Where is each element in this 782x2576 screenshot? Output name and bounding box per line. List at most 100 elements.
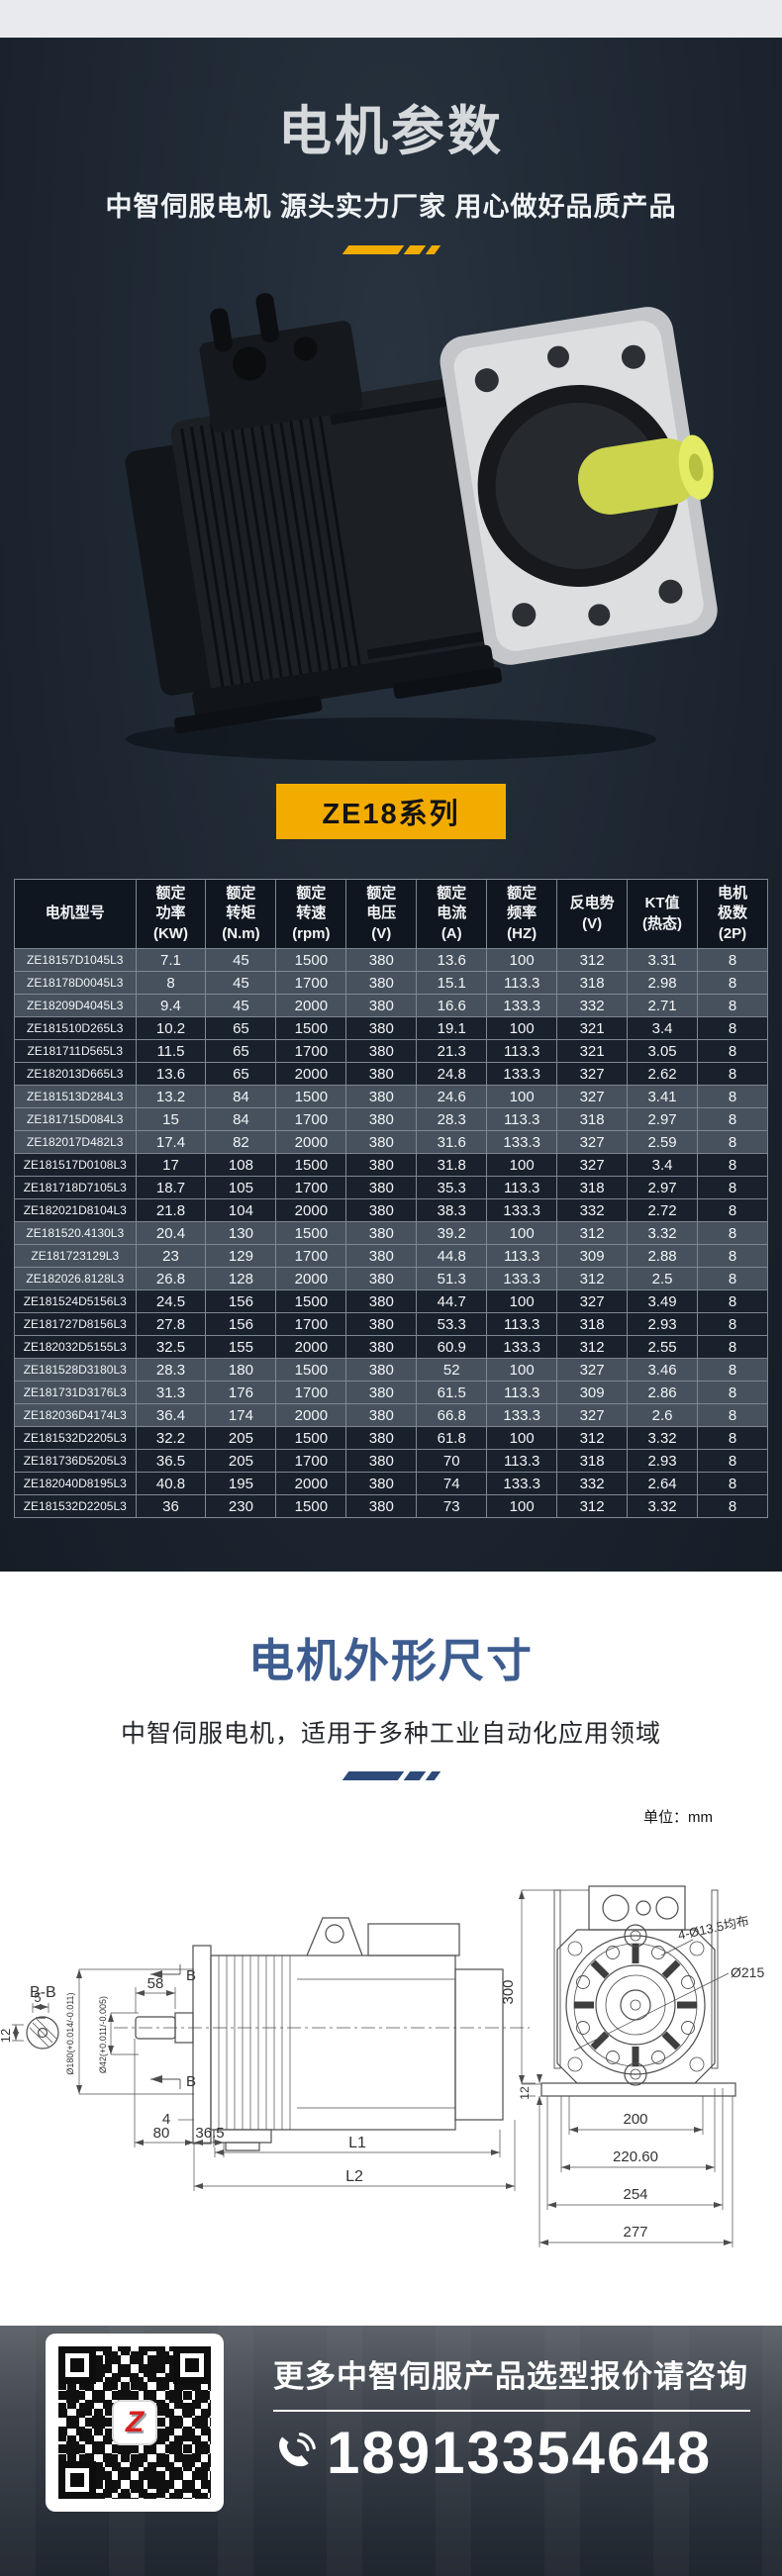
cell-value: 1700 — [275, 1176, 347, 1199]
spec-table: 电机型号 额定 功率 (KW) 额定 转矩 (N.m) 额定 转速 (rpm) … — [14, 879, 768, 1518]
label-dim-220: 220.60 — [613, 2148, 658, 2165]
cell-value: 312 — [556, 1494, 629, 1518]
cell-value: 380 — [345, 1221, 418, 1245]
cell-value: 1500 — [275, 1289, 347, 1313]
cell-value: 327 — [556, 1403, 629, 1427]
footer-divider-line — [273, 2410, 750, 2412]
cell-value: 380 — [345, 1312, 418, 1336]
cell-value: 380 — [345, 1244, 418, 1268]
cell-value: 174 — [205, 1403, 277, 1427]
cell-value: 133.3 — [486, 1062, 558, 1086]
cell-value: 1700 — [275, 1449, 347, 1473]
cell-value: 100 — [486, 1221, 558, 1245]
cell-value: 8 — [697, 948, 768, 972]
cell-value: 2000 — [275, 1267, 347, 1290]
phone-number[interactable]: 18913354648 — [327, 2420, 713, 2486]
cell-value: 380 — [345, 1358, 418, 1382]
cell-value: 2.93 — [627, 1449, 699, 1473]
cell-value: 38.3 — [416, 1198, 488, 1222]
cell-value: 100 — [486, 1494, 558, 1518]
cell-value: 113.3 — [486, 1449, 558, 1473]
cell-value: 24.8 — [416, 1062, 488, 1086]
cell-model: ZE182040D8195L3 — [14, 1472, 137, 1495]
table-row: ZE181528D3180L3 28.3 180 1500 380 52 100 327 3.4… — [14, 1358, 768, 1382]
front-view-drawing — [519, 1885, 736, 2247]
footer-cta-text: 更多中智伺服产品选型报价请咨询 — [273, 2359, 748, 2394]
cell-value: 205 — [205, 1449, 277, 1473]
cell-value: 380 — [345, 1016, 418, 1040]
cell-value: 133.3 — [486, 1403, 558, 1427]
table-row: ZE18209D4045L3 9.4 45 2000 380 16.6 133.3 332 2.… — [14, 994, 768, 1017]
cell-value: 9.4 — [135, 994, 207, 1017]
cell-value: 3.05 — [627, 1039, 699, 1063]
cell-value: 380 — [345, 1085, 418, 1108]
cell-value: 60.9 — [416, 1335, 488, 1359]
brand-logo-letter: Z — [125, 2406, 145, 2438]
cell-value: 2.72 — [627, 1198, 699, 1222]
cell-value: 8 — [697, 1381, 768, 1404]
phone-icon — [279, 2433, 316, 2467]
table-row: ZE181517D0108L3 17 108 1500 380 31.8 100 327 3.4… — [14, 1153, 768, 1177]
cell-value: 2.97 — [627, 1176, 699, 1199]
cell-value: 53.3 — [416, 1312, 488, 1336]
cell-value: 35.3 — [416, 1176, 488, 1199]
cell-value: 230 — [205, 1494, 277, 1518]
table-row: ZE18157D1045L3 7.1 45 1500 380 13.6 100 312 3.31… — [14, 948, 768, 972]
cell-value: 312 — [556, 1335, 629, 1359]
cell-value: 2.55 — [627, 1335, 699, 1359]
cell-value: 2000 — [275, 994, 347, 1017]
cell-value: 380 — [345, 1426, 418, 1450]
cell-value: 1500 — [275, 948, 347, 972]
cell-value: 3.32 — [627, 1494, 699, 1518]
cell-value: 128 — [205, 1267, 277, 1290]
cell-value: 2.97 — [627, 1107, 699, 1131]
cell-model: ZE181731D3176L3 — [14, 1381, 137, 1404]
cell-value: 1700 — [275, 1039, 347, 1063]
label-section-b-bottom: B — [186, 2073, 196, 2090]
label-dim-200: 200 — [623, 2111, 647, 2128]
table-row: ZE182021D8104L3 21.8 104 2000 380 38.3 133.3 33… — [14, 1198, 768, 1222]
cell-value: 2.86 — [627, 1381, 699, 1404]
cell-value: 2000 — [275, 1062, 347, 1086]
page-title: 电机参数 — [278, 102, 504, 161]
cell-value: 65 — [205, 1016, 277, 1040]
cell-value: 24.6 — [416, 1085, 488, 1108]
cell-value: 180 — [205, 1358, 277, 1382]
cell-value: 17.4 — [135, 1130, 207, 1154]
divider-segment — [425, 1771, 440, 1780]
label-dia-215: Ø215 — [731, 1964, 764, 1980]
cell-value: 8 — [697, 1016, 768, 1040]
dimensions-section: 电机外形尺寸 中智伺服电机，适用于多种工业自动化应用领域 单位：mm — [0, 1572, 782, 2326]
cell-value: 133.3 — [486, 1335, 558, 1359]
cell-value: 1500 — [275, 1153, 347, 1177]
col-header-current: 额定 电流 (A) — [416, 879, 488, 949]
label-section-bb: B-B — [30, 1984, 56, 2001]
cell-model: ZE181520.4130L3 — [14, 1221, 137, 1245]
cell-value: 8 — [697, 1130, 768, 1154]
label-dim-254: 254 — [623, 2186, 647, 2203]
cell-value: 100 — [486, 1085, 558, 1108]
phone-row[interactable]: 18913354648 — [273, 2424, 760, 2483]
cell-value: 321 — [556, 1039, 629, 1063]
cell-value: 44.8 — [416, 1244, 488, 1268]
cell-value: 66.8 — [416, 1403, 488, 1427]
cell-value: 318 — [556, 1312, 629, 1336]
table-row: ZE182013D665L3 13.6 65 2000 380 24.8 133.3 327 2… — [14, 1062, 768, 1086]
cell-value: 1700 — [275, 971, 347, 995]
cell-value: 1500 — [275, 1016, 347, 1040]
cell-value: 15 — [135, 1107, 207, 1131]
cell-value: 380 — [345, 1335, 418, 1359]
cell-value: 2.62 — [627, 1062, 699, 1086]
cell-value: 130 — [205, 1221, 277, 1245]
cell-value: 45 — [205, 948, 277, 972]
cell-value: 70 — [416, 1449, 488, 1473]
cell-value: 3.4 — [627, 1016, 699, 1040]
qr-finder-icon — [58, 2461, 96, 2499]
cell-value: 8 — [697, 1494, 768, 1518]
dimension-drawing: B-B 5 12 Ø180(+0.014/-0.011) Ø42(+0.011/… — [0, 1885, 764, 2247]
cell-value: 8 — [697, 1289, 768, 1313]
cell-value: 312 — [556, 1221, 629, 1245]
divider-segment — [425, 245, 440, 254]
cell-value: 2.88 — [627, 1244, 699, 1268]
label-flange-dia: Ø180(+0.014/-0.011) — [65, 1992, 75, 2074]
